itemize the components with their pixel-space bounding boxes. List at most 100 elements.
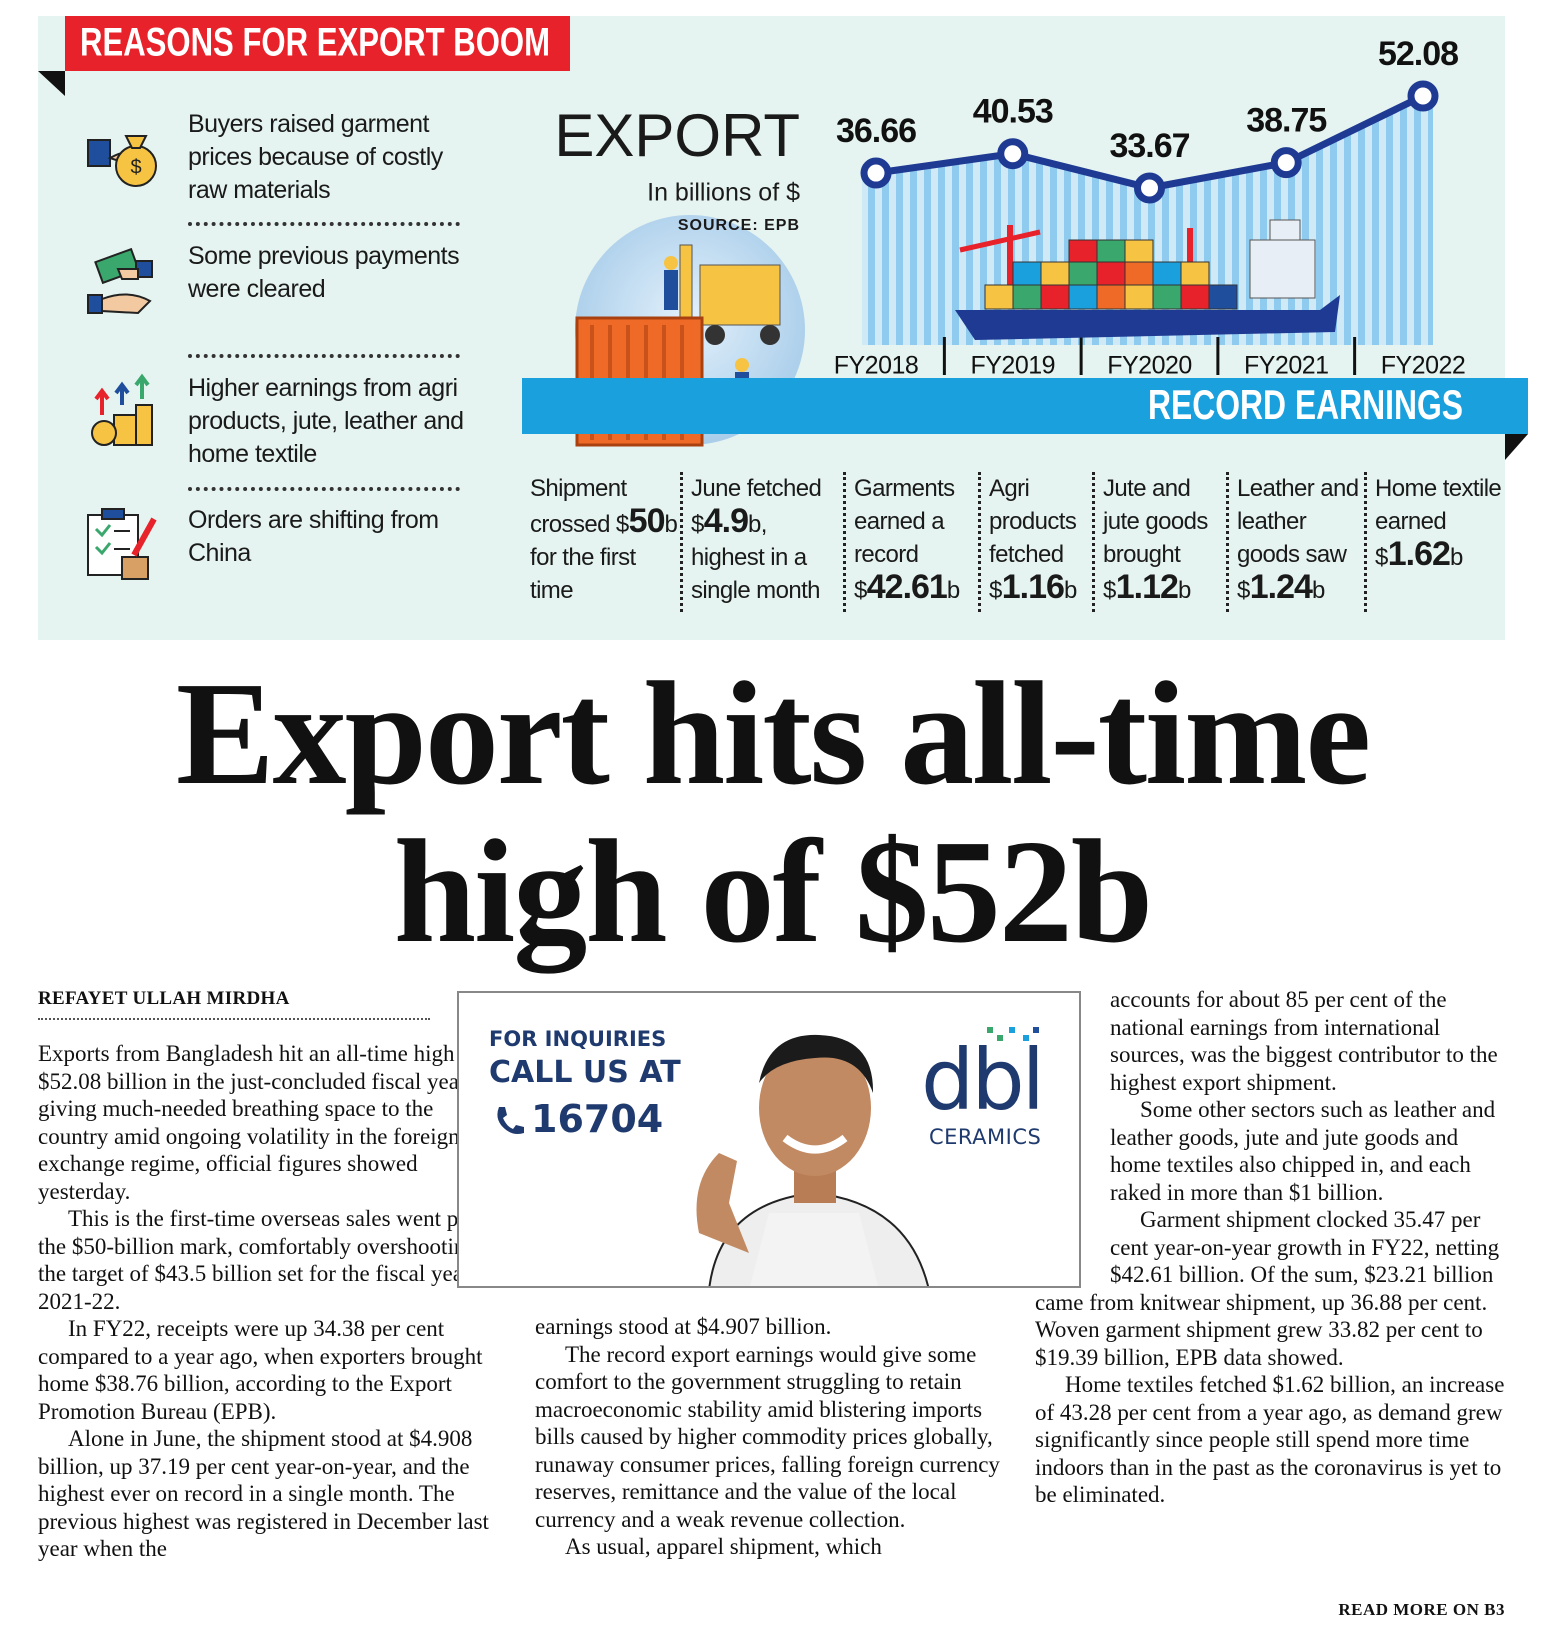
stat-text: Agri products fetched $	[989, 475, 1077, 604]
forklift-illustration-part	[735, 358, 749, 372]
separator	[188, 487, 460, 491]
ad-logo-sub: CERAMICS	[929, 1125, 1042, 1149]
paragraph: accounts for about 85 per cent of the na…	[1110, 987, 1498, 1095]
phone-icon-part	[497, 1107, 524, 1134]
read-more: READ MORE ON B3	[1338, 1600, 1505, 1619]
stat-text: b	[1177, 577, 1191, 604]
stat-text: Jute and jute goods brought $	[1103, 475, 1208, 604]
stat-figure: 4.9	[703, 502, 749, 540]
forklift-illustration-part	[699, 264, 781, 326]
ship-illustration-part-part	[1068, 261, 1098, 286]
record-banner	[522, 378, 1528, 434]
ship-illustration	[955, 219, 1340, 340]
value-label: 40.53	[973, 93, 1053, 131]
ad-person-part	[750, 1213, 878, 1286]
reason: Some previous payments were cleared	[188, 242, 460, 303]
icon-clipboard-part	[121, 556, 149, 580]
icon-growth-coins-part	[113, 414, 137, 446]
infographic: REASONS FOR EXPORT BOOM $	[38, 16, 1528, 640]
paragraph: Exports from Bangladesh hit an all-time …	[38, 1041, 480, 1204]
paragraph: Alone in June, the shipment stood at $4.…	[38, 1426, 489, 1561]
ad-person-part	[759, 1034, 874, 1093]
advertisement: FOR INQUIRIES CALL US AT 16704 dbl CERAM…	[457, 991, 1081, 1288]
paragraph: earnings stood at $4.907 billion.	[535, 1314, 832, 1339]
point	[997, 138, 1029, 170]
paragraph: Some other sectors such as leather and l…	[1110, 1097, 1496, 1205]
value-label: 36.66	[836, 112, 916, 150]
ad-phone: 16704	[531, 1097, 664, 1141]
stat-text: Shipment crossed $	[530, 475, 629, 538]
stat-text: Garments earned a record $	[854, 475, 955, 604]
reason: Orders are shifting from China	[188, 506, 439, 567]
icon-growth-coins	[91, 373, 153, 446]
stat-text: b	[1063, 577, 1077, 604]
icon-handshake-money-part	[116, 268, 139, 280]
record-banner-text: RECORD EARNINGS	[1148, 381, 1463, 428]
ad-text: FOR INQUIRIES	[489, 1027, 667, 1051]
stat: June fetched $4.9b, highest in a single …	[680, 472, 843, 612]
paragraph: Home textiles fetched $1.62 billion, an …	[1035, 1372, 1505, 1507]
ad-logo-dots-part	[997, 1035, 1003, 1041]
article-column: accounts for about 85 per cent of the na…	[1035, 986, 1505, 1590]
reason: Higher earnings from agri products, jute…	[188, 374, 464, 468]
ship-illustration-part-part	[1012, 284, 1042, 310]
x-tick-label: FY2019	[970, 352, 1055, 380]
ad-logo-dots	[987, 1027, 1039, 1041]
ad-logo-dots-part	[1009, 1027, 1015, 1033]
value-label: 38.75	[1246, 102, 1326, 140]
ad-person-part	[782, 1134, 848, 1154]
value-label: 33.67	[1109, 127, 1189, 165]
phone-icon	[497, 1107, 524, 1134]
ship-illustration-part-part	[1124, 261, 1154, 286]
stat-figure: 1.16	[1001, 568, 1065, 606]
point	[1270, 147, 1302, 179]
ship-illustration-part	[959, 229, 1041, 253]
paragraph: This is the first-time overseas sales we…	[38, 1206, 496, 1314]
banner-fold	[38, 71, 65, 96]
value-label: 52.08	[1378, 35, 1458, 73]
stat: Shipment crossed $50b for the first time	[522, 472, 680, 612]
title-banner-text: REASONS FOR EXPORT BOOM	[80, 21, 550, 65]
ship-illustration-part-part	[984, 284, 1014, 310]
icon-clipboard-part	[94, 524, 112, 556]
ship-illustration-part	[984, 239, 1238, 310]
x-tick-label: FY2021	[1244, 352, 1329, 380]
paragraph: As usual, apparel shipment, which	[565, 1534, 882, 1559]
ship-illustration-part-part	[1208, 284, 1238, 310]
ad-logo-dots-part	[1033, 1027, 1039, 1033]
stat-text: Leather and leather goods saw $	[1237, 475, 1359, 604]
ship-illustration-part-part	[1068, 239, 1098, 263]
icon-money-bag-part: $	[130, 156, 141, 178]
chart-subtitle: In billions of $	[647, 179, 800, 207]
stat: Home textile earned $1.62b	[1364, 472, 1514, 612]
title-banner	[65, 16, 570, 71]
separator	[188, 354, 460, 358]
ship-illustration-part	[955, 295, 1340, 340]
stat-text: b	[1449, 544, 1463, 571]
article-column: earnings stood at $4.907 billion. The rec…	[535, 1313, 1000, 1640]
ship-illustration-part-part	[1124, 239, 1154, 263]
stat: Agri products fetched $1.16b	[978, 472, 1092, 612]
ad-logo-dots-part	[1023, 1035, 1029, 1041]
stat-text: b for the first time	[530, 511, 678, 604]
headline: Export hits all-time high of $52b	[175, 652, 1371, 974]
icon-clipboard-part	[131, 517, 157, 557]
forklift-illustration-part	[760, 325, 780, 345]
ad-logo-dots-part	[987, 1027, 993, 1033]
stat-text: b	[1311, 577, 1325, 604]
ad-logo: dbl	[921, 1031, 1045, 1129]
ship-illustration-part-part	[1180, 261, 1210, 286]
chart-source: SOURCE: EPB	[678, 217, 800, 234]
stat-text: b	[946, 577, 960, 604]
stat-text: Home textile earned $	[1375, 475, 1502, 571]
x-tick-label: FY2018	[834, 352, 919, 380]
icon-growth-coins-part	[91, 420, 117, 446]
icon-money-bag: $	[87, 135, 157, 187]
icon-handshake-money-part	[87, 294, 103, 314]
ship-illustration-part-part	[1068, 284, 1098, 310]
icon-growth-coins-part	[134, 373, 150, 399]
stat-text: June fetched $	[691, 475, 822, 538]
reason: Buyers raised garment prices because of …	[188, 110, 443, 204]
byline: REFAYET ULLAH MIRDHA	[38, 988, 430, 1020]
